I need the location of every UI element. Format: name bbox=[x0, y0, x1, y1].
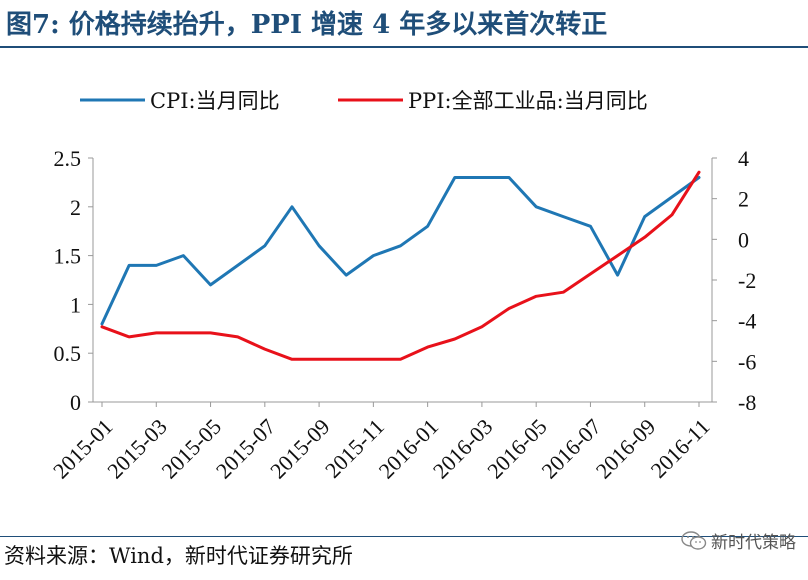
title-divider bbox=[0, 46, 808, 48]
x-tick-label: 2016-11 bbox=[646, 414, 715, 483]
x-tick-label: 2015-09 bbox=[265, 414, 335, 484]
legend-label-cpi: CPI:当月同比 bbox=[150, 89, 280, 113]
right-tick-label: -2 bbox=[738, 268, 756, 293]
x-tick-label: 2015-11 bbox=[320, 414, 389, 483]
right-tick-label: -6 bbox=[738, 349, 756, 374]
watermark-text: 新时代策略 bbox=[711, 533, 796, 553]
source-divider bbox=[0, 536, 808, 537]
chart-legend: CPI:当月同比 PPI:全部工业品:当月同比 bbox=[80, 89, 648, 113]
right-tick-label: -4 bbox=[738, 309, 756, 334]
ppi-series-line bbox=[100, 170, 701, 361]
left-tick-label: 0.5 bbox=[54, 341, 82, 366]
right-tick-label: 2 bbox=[738, 187, 749, 212]
left-tick-label: 2.5 bbox=[54, 146, 82, 171]
wechat-watermark: 新时代策略 bbox=[681, 528, 796, 553]
x-tick-label: 2016-09 bbox=[591, 414, 661, 484]
line-chart: CPI:当月同比 PPI:全部工业品:当月同比 2.5 2 1.5 1 0.5 0 4 2 0 -… bbox=[48, 89, 756, 483]
x-tick-label: 2015-03 bbox=[102, 414, 172, 484]
left-tick-label: 2 bbox=[70, 195, 81, 220]
x-tick-label: 2016-03 bbox=[428, 414, 498, 484]
x-tick-label: 2016-01 bbox=[374, 414, 444, 484]
x-tick-label: 2015-07 bbox=[211, 414, 281, 484]
chart-axes: 2.521.510.50420-2-4-6-82015-012015-03201… bbox=[48, 146, 756, 483]
cpi-series-line bbox=[100, 176, 701, 326]
legend-label-ppi: PPI:全部工业品:当月同比 bbox=[408, 89, 648, 113]
right-tick-label: 0 bbox=[738, 227, 749, 252]
left-tick-label: 1 bbox=[70, 292, 81, 317]
right-tick-label: 4 bbox=[738, 146, 749, 171]
left-tick-label: 0 bbox=[70, 390, 81, 415]
x-tick-label: 2015-05 bbox=[157, 414, 227, 484]
right-tick-label: -8 bbox=[738, 390, 756, 415]
source-note: 资料来源：Wind，新时代证券研究所 bbox=[4, 544, 353, 568]
chart-series bbox=[100, 170, 701, 361]
figure-title: 图7: 价格持续抬升，PPI 增速 4 年多以来首次转正 bbox=[6, 10, 608, 40]
wechat-icon bbox=[681, 530, 707, 550]
x-tick-label: 2016-05 bbox=[482, 414, 552, 484]
x-tick-label: 2015-01 bbox=[48, 414, 118, 484]
x-tick-label: 2016-07 bbox=[536, 414, 606, 484]
left-tick-label: 1.5 bbox=[54, 244, 82, 269]
